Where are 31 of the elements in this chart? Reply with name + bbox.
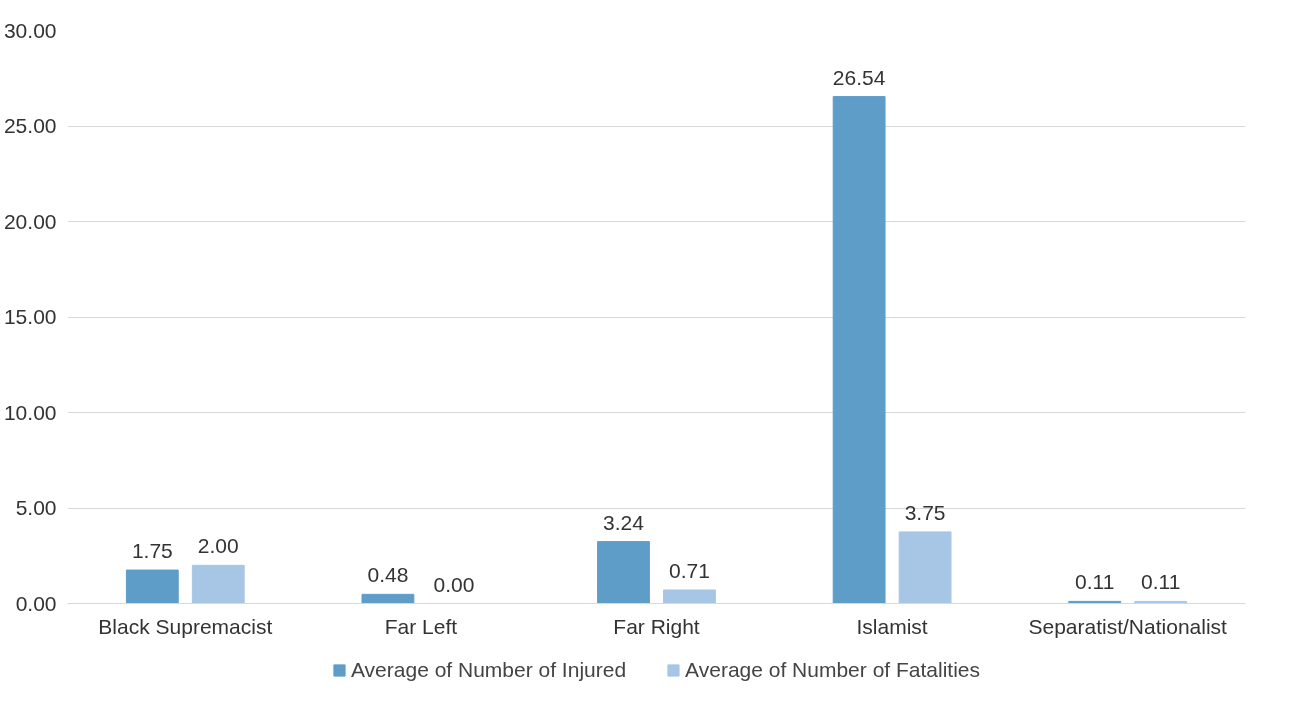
bar: [125, 569, 179, 604]
data-label: 0.48: [367, 563, 409, 587]
y-tick-label: 0.00: [15, 591, 57, 615]
bar: [597, 541, 650, 604]
data-label: 0.71: [669, 558, 710, 582]
data-label: 0.11: [1075, 570, 1115, 594]
bar: [361, 593, 415, 604]
bar: [832, 96, 886, 604]
y-tick-label: 20.00: [3, 209, 57, 233]
data-label: 26.54: [832, 65, 886, 89]
bar: [663, 589, 716, 604]
x-tick-label: Islamist: [856, 614, 928, 638]
y-tick-label: 5.00: [15, 496, 57, 519]
data-label: 2.00: [197, 534, 239, 558]
legend-label: Average of Number of Fatalities: [685, 658, 981, 682]
x-tick-label: Separatist/Nationalist: [1028, 614, 1228, 638]
bar: [898, 531, 952, 604]
x-tick-label: Far Left: [384, 614, 458, 638]
y-tick-label: 25.00: [3, 114, 57, 137]
data-label: 3.75: [904, 500, 946, 524]
data-label: 3.24: [603, 510, 645, 534]
y-tick-label: 10.00: [3, 400, 57, 424]
data-label: 0.11: [1141, 570, 1181, 594]
y-tick-label: 30.00: [3, 18, 57, 42]
data-label: 1.75: [131, 539, 173, 563]
bar: [191, 564, 245, 604]
x-tick-label: Far Right: [613, 614, 700, 638]
x-tick-label: Black Supremacist: [98, 614, 273, 638]
data-label: 0.00: [433, 572, 475, 596]
y-tick-label: 15.00: [3, 305, 57, 328]
legend-label: Average of Number of Injured: [350, 658, 627, 682]
